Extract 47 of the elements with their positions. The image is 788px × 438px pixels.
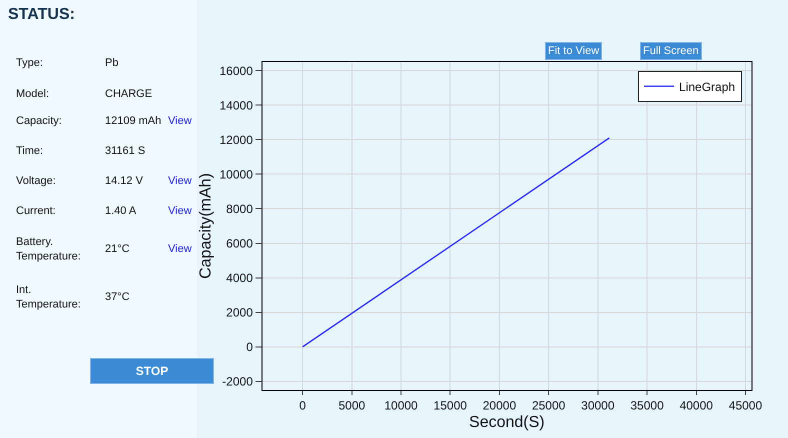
text: 14.12 V — [105, 175, 144, 187]
text: Model: — [16, 88, 50, 100]
x-tick-label: 10000 — [384, 398, 418, 412]
x-axis-title: Second(S) — [469, 414, 545, 432]
text: View — [168, 115, 192, 127]
y-axis-title: Capacity(mAh) — [197, 173, 214, 279]
y-tick-label: 2000 — [226, 306, 254, 320]
text: 12109 mAh — [105, 115, 162, 127]
text: Battery. Temperature: — [16, 236, 81, 262]
y-tick-label: 0 — [246, 340, 254, 354]
x-tick-label: 25000 — [532, 398, 566, 412]
text: STOP — [136, 364, 168, 378]
text: Fit to View — [548, 45, 600, 57]
text: Current: — [16, 205, 56, 217]
x-tick-label: 35000 — [630, 398, 664, 412]
x-tick-label: 20000 — [482, 398, 516, 412]
legend-label: LineGraph — [679, 80, 736, 94]
y-tick-label: 14000 — [220, 98, 254, 112]
y-tick-label: 12000 — [220, 132, 254, 147]
text: Int. Temperature: — [16, 284, 81, 310]
text: Voltage: — [16, 175, 56, 187]
text: 37°C — [105, 291, 130, 303]
text: CHARGE — [105, 88, 152, 100]
text: STATUS: — [8, 6, 75, 23]
text: 21°C — [105, 243, 130, 255]
text: Full Screen — [643, 45, 699, 57]
text: Time: — [16, 145, 44, 157]
x-tick-label: 40000 — [680, 398, 714, 412]
y-tick-label: 4000 — [226, 270, 254, 285]
text: View — [168, 175, 192, 187]
y-tick-label: 6000 — [226, 236, 254, 250]
text: Capacity: — [16, 115, 62, 127]
y-tick-label: 10000 — [220, 167, 254, 182]
text: View — [168, 205, 192, 217]
text: Pb — [105, 57, 118, 69]
x-tick-label: 5000 — [338, 398, 366, 412]
text: Type: — [16, 57, 43, 69]
text: View — [168, 243, 192, 255]
y-tick-label: 8000 — [226, 202, 254, 216]
x-tick-label: 30000 — [581, 398, 615, 412]
text: 1.40 A — [105, 205, 137, 217]
y-tick-label: 16000 — [220, 64, 254, 78]
x-tick-label: 45000 — [728, 398, 762, 412]
y-tick-label: -2000 — [222, 374, 254, 389]
x-tick-label: 15000 — [434, 398, 468, 412]
x-tick-label: 0 — [299, 398, 306, 412]
text: 31161 S — [105, 145, 146, 157]
